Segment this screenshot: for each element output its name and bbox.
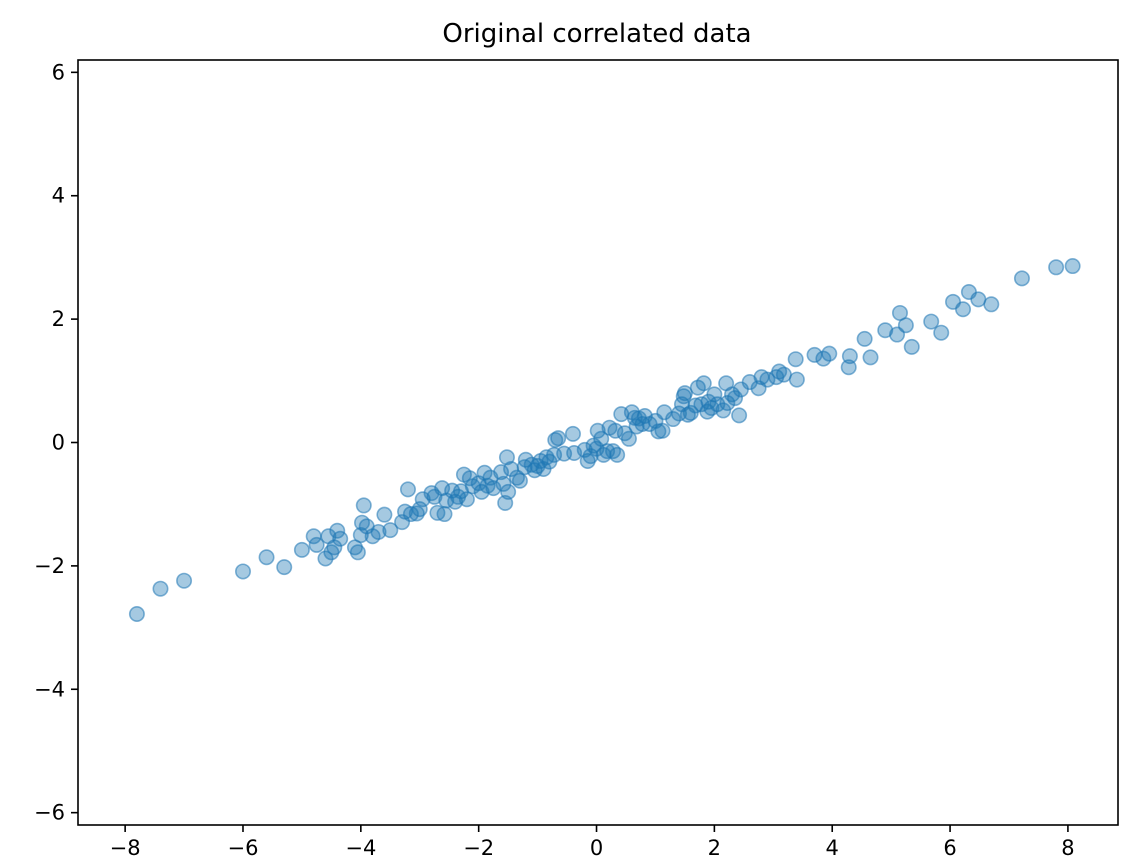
- data-point: [607, 422, 624, 439]
- data-point: [1013, 270, 1030, 287]
- data-point: [654, 422, 671, 439]
- data-point: [355, 497, 372, 514]
- data-point: [821, 345, 838, 362]
- data-point: [676, 385, 693, 402]
- data-point: [498, 449, 515, 466]
- data-point: [349, 544, 366, 561]
- data-point: [402, 506, 419, 523]
- x-tick-label: 6: [943, 836, 956, 860]
- data-point: [128, 606, 145, 623]
- data-point: [382, 522, 399, 539]
- data-point: [564, 425, 581, 442]
- data-point: [897, 317, 914, 334]
- data-point: [983, 296, 1000, 313]
- data-point: [458, 491, 475, 508]
- data-point: [1048, 259, 1065, 276]
- x-tick-label: −6: [228, 836, 259, 860]
- data-point: [414, 491, 431, 508]
- y-tick-label: 4: [52, 184, 65, 208]
- data-point: [370, 523, 387, 540]
- x-tick-label: −8: [110, 836, 141, 860]
- y-tick-label: 2: [52, 307, 65, 331]
- data-point: [276, 559, 293, 576]
- data-point: [293, 541, 310, 558]
- data-point: [376, 506, 393, 523]
- data-point: [731, 407, 748, 424]
- data-point: [903, 338, 920, 355]
- data-point: [788, 371, 805, 388]
- points-layer: [128, 258, 1081, 623]
- data-point: [258, 549, 275, 566]
- data-point: [1064, 258, 1081, 275]
- data-point: [609, 446, 626, 463]
- y-tick-label: 0: [52, 431, 65, 455]
- data-point: [759, 371, 776, 388]
- x-tick-label: 8: [1061, 836, 1074, 860]
- data-point: [495, 475, 512, 492]
- data-point: [436, 506, 453, 523]
- data-point: [352, 527, 369, 544]
- data-point: [411, 501, 428, 518]
- data-point: [550, 430, 567, 447]
- data-point: [620, 430, 637, 447]
- data-point: [726, 390, 743, 407]
- data-point: [500, 483, 517, 500]
- y-tick-label: −6: [34, 801, 65, 825]
- chart-title: Original correlated data: [442, 19, 751, 49]
- y-tick-label: 6: [52, 60, 65, 84]
- data-point: [589, 422, 606, 439]
- y-tick-label: −2: [34, 554, 65, 578]
- data-point: [473, 483, 490, 500]
- x-tick-label: −2: [463, 836, 494, 860]
- axes-frame: [77, 59, 1119, 826]
- x-tick-label: 2: [708, 836, 721, 860]
- data-point: [933, 324, 950, 341]
- x-tick-label: −4: [345, 836, 376, 860]
- data-point: [326, 539, 343, 556]
- data-point: [715, 402, 732, 419]
- data-point: [841, 348, 858, 365]
- data-point: [923, 313, 940, 330]
- data-point: [511, 472, 528, 489]
- data-point: [399, 481, 416, 498]
- data-point: [695, 375, 712, 392]
- data-point: [856, 330, 873, 347]
- data-point: [706, 386, 723, 403]
- x-tick-label: 0: [590, 836, 603, 860]
- data-point: [787, 351, 804, 368]
- y-tick-label: −4: [34, 677, 65, 701]
- data-point: [877, 322, 894, 339]
- data-point: [308, 536, 325, 553]
- data-point: [234, 563, 251, 580]
- data-point: [862, 349, 879, 366]
- data-point: [317, 550, 334, 567]
- x-tick-label: 4: [826, 836, 839, 860]
- data-point: [332, 530, 349, 547]
- data-point: [955, 301, 972, 318]
- data-point: [665, 411, 682, 428]
- data-point: [176, 572, 193, 589]
- data-point: [152, 580, 169, 597]
- ticks-layer: −8 −6 −4 −2 0 2 4 6 8 −6 −4 −2 0 2 4 6: [34, 60, 1075, 860]
